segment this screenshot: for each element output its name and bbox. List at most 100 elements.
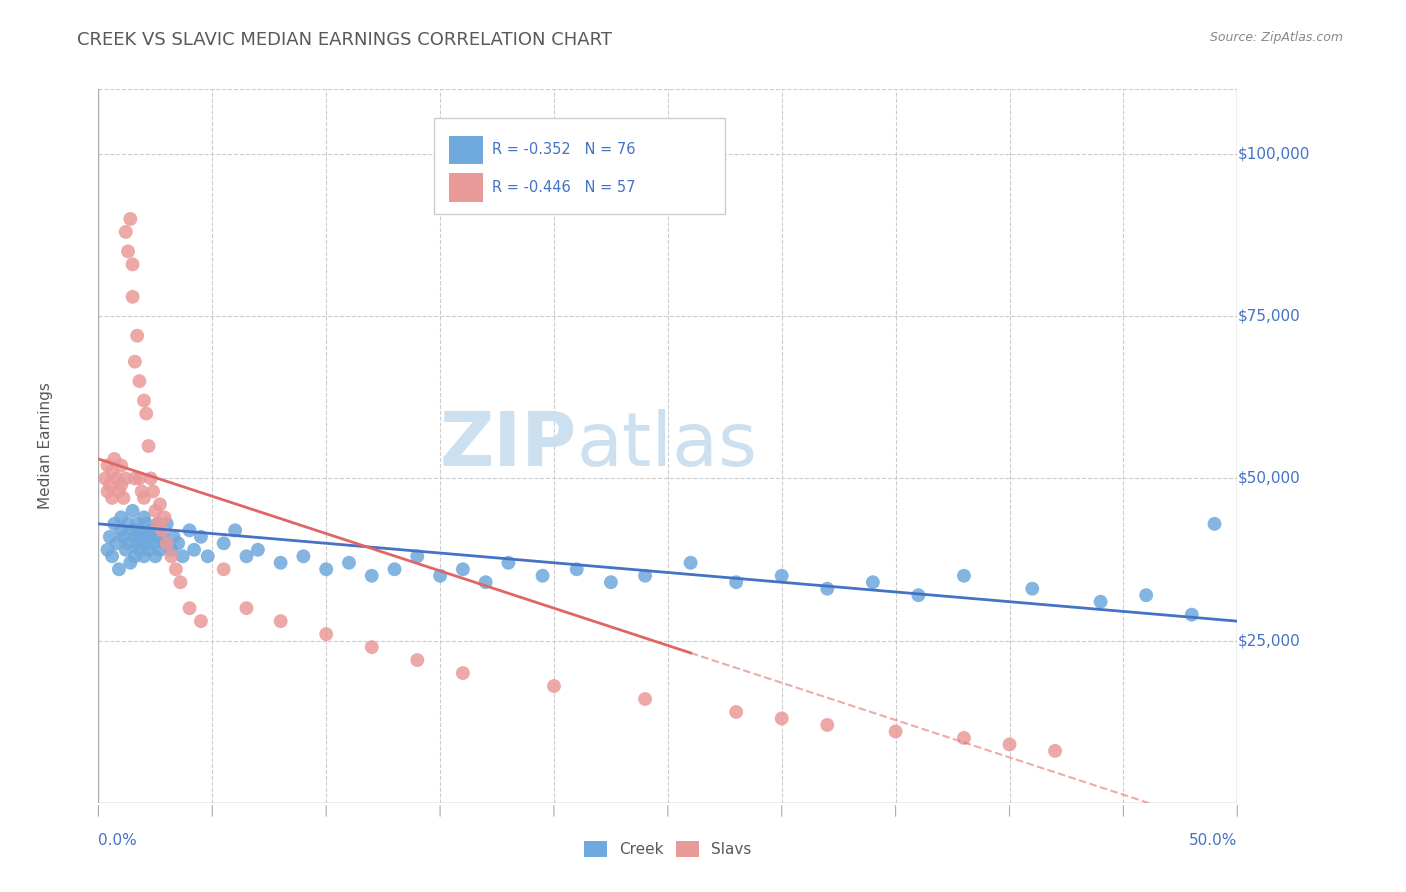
Point [96,542,118,557]
Point [498,556,520,570]
Point [117,244,139,259]
Point [103,516,125,531]
Point [165,562,187,576]
Point [101,491,124,505]
Point [135,407,157,421]
Point [212,562,235,576]
Text: R = -0.446   N = 57: R = -0.446 N = 57 [492,180,636,195]
Point [124,549,146,564]
Point [160,542,183,557]
Point [121,504,143,518]
Point [146,516,169,531]
Text: $75,000: $75,000 [1237,309,1301,324]
Point [94,471,117,485]
Point [117,516,139,531]
Point [179,524,201,538]
Point [862,575,884,590]
Point [142,484,165,499]
Point [360,568,382,582]
Point [132,393,155,408]
Text: $100,000: $100,000 [1237,146,1309,161]
Point [406,549,429,564]
Point [124,354,146,368]
Point [117,536,139,550]
Point [384,562,406,576]
Point [105,536,128,550]
Point [634,692,657,706]
Point [132,510,155,524]
Text: 0.0%: 0.0% [98,833,138,848]
Point [169,575,191,590]
Point [770,711,793,725]
Point [235,549,257,564]
Point [114,542,136,557]
Legend: Creek, Slavs: Creek, Slavs [578,835,758,863]
Point [679,556,702,570]
Text: Source: ZipAtlas.com: Source: ZipAtlas.com [1209,31,1343,45]
Point [725,575,748,590]
Point [156,516,179,531]
Point [600,575,623,590]
Point [190,614,212,628]
Point [132,491,155,505]
Point [110,478,132,492]
Point [1090,595,1112,609]
Point [120,211,142,226]
Point [145,504,167,518]
Point [114,225,136,239]
Point [135,516,157,531]
Text: $50,000: $50,000 [1237,471,1301,486]
Point [224,524,246,538]
Point [96,458,118,473]
Point [124,530,146,544]
Point [451,666,474,681]
Point [725,705,748,719]
Point [1135,588,1157,602]
Point [815,582,838,596]
Point [429,568,451,582]
Point [770,568,793,582]
Point [98,478,121,492]
Point [212,536,235,550]
Point [127,536,149,550]
Point [145,530,167,544]
Point [128,374,150,388]
Point [96,484,118,499]
Point [292,549,315,564]
Point [128,471,150,485]
Point [1043,744,1066,758]
Point [138,542,160,557]
Point [110,458,132,473]
Point [105,471,128,485]
Point [103,452,125,467]
Text: R = -0.352   N = 76: R = -0.352 N = 76 [492,143,636,157]
Point [138,530,160,544]
Point [246,542,269,557]
Point [145,549,167,564]
Text: $25,000: $25,000 [1237,633,1301,648]
Point [235,601,257,615]
Point [953,731,976,745]
FancyBboxPatch shape [434,118,725,214]
Point [337,556,360,570]
Point [315,627,337,641]
Point [565,562,588,576]
Point [150,524,173,538]
Text: atlas: atlas [576,409,758,483]
Point [127,328,149,343]
Point [531,568,554,582]
Point [160,549,183,564]
Point [112,491,135,505]
Point [1181,607,1204,622]
Point [474,575,496,590]
Point [998,738,1021,752]
Point [315,562,337,576]
Point [131,530,153,544]
Point [406,653,429,667]
Text: ZIP: ZIP [440,409,576,483]
Point [270,614,292,628]
Point [112,530,135,544]
Point [197,549,219,564]
Point [101,549,124,564]
Point [101,465,124,479]
